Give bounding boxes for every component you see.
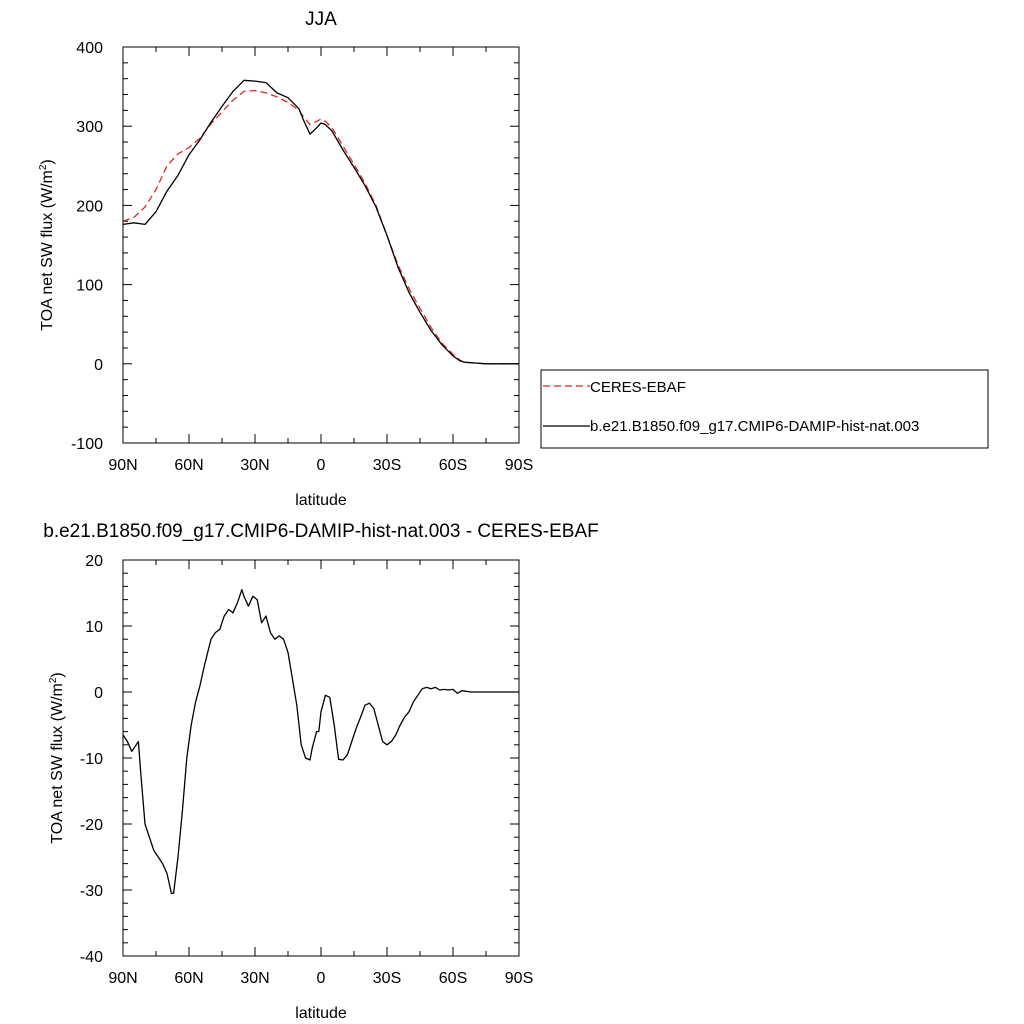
y-tick-label: -20: [80, 817, 103, 834]
series-line-ceres: [122, 89, 519, 365]
panel-top: JJA 90N 60N 30N 0 30S 60S 90S -100 0 100 200 300 400…: [38, 9, 989, 509]
y-tick-label: 20: [85, 553, 103, 570]
plot-frame-top: [122, 46, 520, 444]
x-axis-label-top: latitude: [295, 492, 347, 509]
panel-bottom: b.e21.B1850.f09_g17.CMIP6-DAMIP-hist-nat…: [43, 521, 598, 1022]
series-line-difference: [122, 589, 519, 894]
series-group-bottom: [122, 589, 519, 894]
x-tick-label: 30N: [240, 457, 269, 474]
x-tick-label: 90N: [108, 970, 137, 987]
x-tick-label: 60S: [439, 457, 467, 474]
tick-group-top: [122, 46, 520, 444]
tick-label-group-top: 90N 60N 30N 0 30S 60S 90S -100 0 100 200 300 400: [71, 40, 533, 474]
series-line-model: [122, 79, 519, 365]
y-tick-label: 100: [76, 278, 103, 295]
chart-title-top: JJA: [305, 9, 337, 30]
y-tick-label: -30: [80, 883, 103, 900]
y-tick-label: 200: [76, 198, 103, 215]
y-tick-label: -40: [80, 949, 103, 966]
y-tick-label: 0: [94, 357, 103, 374]
y-tick-label: -10: [80, 751, 103, 768]
x-tick-label: 90N: [108, 457, 137, 474]
y-tick-label: -100: [71, 436, 103, 453]
x-tick-label: 90S: [505, 457, 533, 474]
y-tick-label: 10: [85, 619, 103, 636]
x-tick-label: 0: [317, 457, 326, 474]
tick-group-bottom: [122, 559, 520, 957]
plot-frame-bottom: [122, 559, 520, 957]
y-axis-label-bottom: TOA net SW flux (W/m2): [48, 672, 66, 844]
chart-title-bottom: b.e21.B1850.f09_g17.CMIP6-DAMIP-hist-nat…: [43, 521, 598, 542]
x-axis-label-bottom: latitude: [295, 1005, 347, 1022]
x-tick-label: 90S: [505, 970, 533, 987]
y-axis-label-top: TOA net SW flux (W/m2): [38, 159, 56, 331]
legend-label-ceres: CERES-EBAF: [590, 379, 686, 396]
legend: CERES-EBAF b.e21.B1850.f09_g17.CMIP6-DAM…: [540, 369, 989, 449]
x-tick-label: 30N: [240, 970, 269, 987]
x-tick-label: 60S: [439, 970, 467, 987]
x-tick-label: 0: [317, 970, 326, 987]
y-tick-label: 0: [94, 685, 103, 702]
y-tick-label: 300: [76, 119, 103, 136]
x-tick-label: 30S: [373, 457, 401, 474]
x-tick-label: 30S: [373, 970, 401, 987]
x-tick-label: 60N: [174, 970, 203, 987]
x-tick-label: 60N: [174, 457, 203, 474]
tick-label-group-bottom: 90N 60N 30N 0 30S 60S 90S -40 -30 -20 -10 0 10 20: [80, 553, 533, 987]
series-group-top: [122, 79, 519, 365]
legend-box: [540, 369, 989, 449]
y-tick-label: 400: [76, 40, 103, 57]
legend-label-model: b.e21.B1850.f09_g17.CMIP6-DAMIP-hist-nat…: [590, 418, 919, 435]
